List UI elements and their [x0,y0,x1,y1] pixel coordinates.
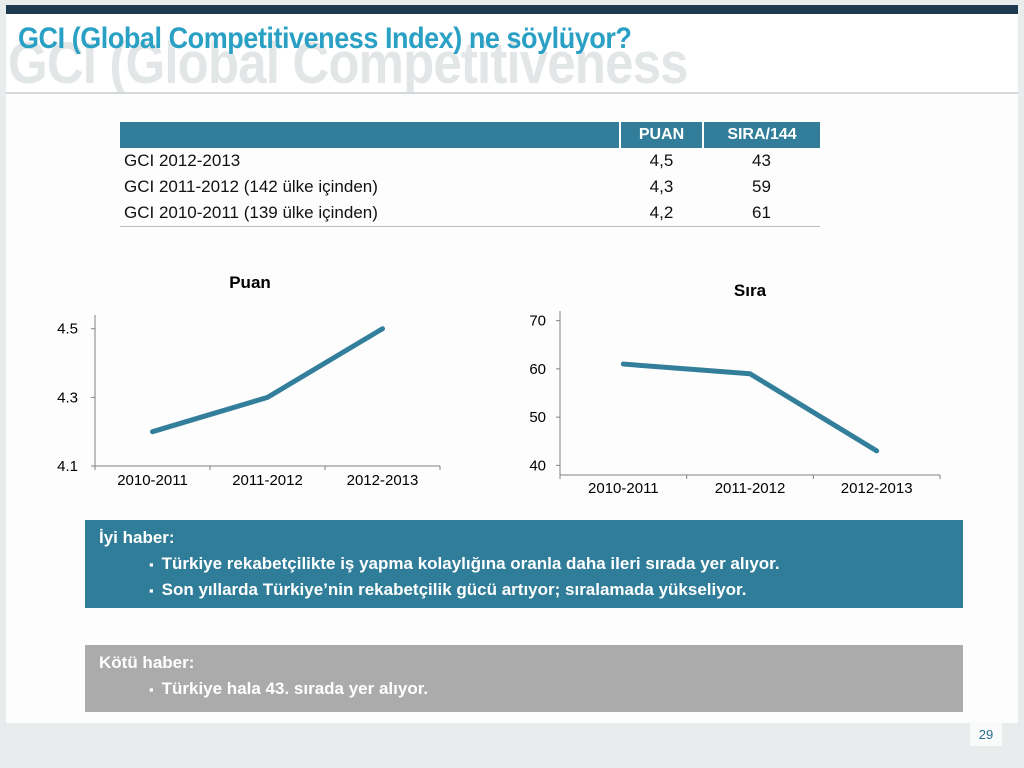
table-cell-puan: 4,2 [649,202,674,222]
bullet-square-icon: ▪ [149,583,154,598]
category-label: 2012-2013 [347,472,419,489]
table-row: GCI 2010-2011 (139 ülke içinden) 4,2 61 [120,200,820,226]
bullet-item: ▪ Türkiye hala 43. sırada yer alıyor. [149,676,949,702]
good-news-box: İyi haber: ▪ Türkiye rekabetçilikte iş ya… [85,520,963,608]
bullet-item: ▪ Türkiye rekabetçilikte iş yapma kolaylı… [149,551,949,577]
bullet-square-icon: ▪ [149,682,154,697]
watermark-text: GCI (Global Competitiveness [8,31,688,92]
table-cell-sira: 59 [752,177,771,196]
y-tick-label: 60 [529,361,546,378]
y-tick-label: 50 [529,409,546,426]
gci-table: PUAN SIRA/144 GCI 2012-2013 4,5 43 GCI 2011… [120,122,820,227]
header-divider [6,92,1018,94]
table-header-blank [120,122,620,148]
table-row: GCI 2011-2012 (142 ülke içinden) 4,3 59 [120,174,820,200]
data-line [620,361,880,454]
category-label: 2012-2013 [841,480,913,497]
page-number: 29 [978,726,994,742]
table-cell-label: GCI 2012-2013 [124,151,241,170]
y-tick-label: 4.3 [57,389,78,406]
bullet-item: ▪ Son yıllarda Türkiye’nin rekabetçilik g… [149,577,949,603]
table-header-sira: SIRA/144 [702,122,820,148]
table-cell-label: GCI 2010-2011 (139 ülke içinden) [124,202,378,222]
category-label: 2010-2011 [588,480,659,497]
puan-line-chart: 4.1 4.3 4.5 2010-2011 2011-2012 2012-2013 [57,315,441,489]
bullet-text: Son yıllarda Türkiye’nin rekabetçilik gü… [161,580,747,599]
table-row: GCI 2012-2013 4,5 43 [120,148,820,174]
y-tick-label: 4.1 [57,458,78,475]
table-cell-puan: 4,5 [649,151,674,170]
slide-header: GCI (Global Competitiveness GCI (Global … [6,14,1018,92]
bad-news-heading: Kötü haber: [99,653,195,672]
page-number-badge: 29 [970,722,1002,746]
category-label: 2011-2012 [232,472,303,489]
bullet-square-icon: ▪ [149,557,154,572]
table-header-row: PUAN SIRA/144 [120,122,820,148]
puan-chart-block: Puan 4.1 4.3 4.5 2010-2011 2011-2012 2012-201… [40,270,460,500]
table-cell-label: GCI 2011-2012 (142 ülke içinden) [124,177,378,196]
good-news-heading: İyi haber: [99,528,175,547]
bullet-text: Türkiye rekabetçilikte iş yapma kolaylığ… [161,554,780,573]
table-header-puan: PUAN [619,122,703,148]
category-label: 2011-2012 [715,480,786,497]
sira-chart-block: Sıra 40 50 60 70 2010-2011 2011-2012 2012-2013 [520,278,980,508]
bullet-text: Türkiye hala 43. sırada yer alıyor. [161,679,429,698]
y-tick-label: 40 [529,457,546,474]
top-accent-bar [6,5,1018,14]
bad-news-box: Kötü haber: ▪ Türkiye hala 43. sırada yer… [85,645,963,712]
y-tick-label: 4.5 [57,321,78,338]
chart-title-sira: Sıra [733,281,767,300]
chart-title-puan: Puan [229,273,271,292]
page-title: GCI (Global Competitiveness Index) ne sö… [18,22,632,55]
table-cell-sira: 43 [752,151,771,170]
data-line [150,326,385,435]
category-label: 2010-2011 [117,472,188,489]
sira-line-chart: 40 50 60 70 2010-2011 2011-2012 2012-2013 [529,311,941,497]
table-cell-sira: 61 [752,202,771,222]
bad-news-bullet-list: ▪ Türkiye hala 43. sırada yer alıyor. [149,676,949,702]
table-cell-puan: 4,3 [649,177,674,196]
y-tick-label: 70 [529,313,546,330]
good-news-bullet-list: ▪ Türkiye rekabetçilikte iş yapma kolaylı… [149,551,949,603]
